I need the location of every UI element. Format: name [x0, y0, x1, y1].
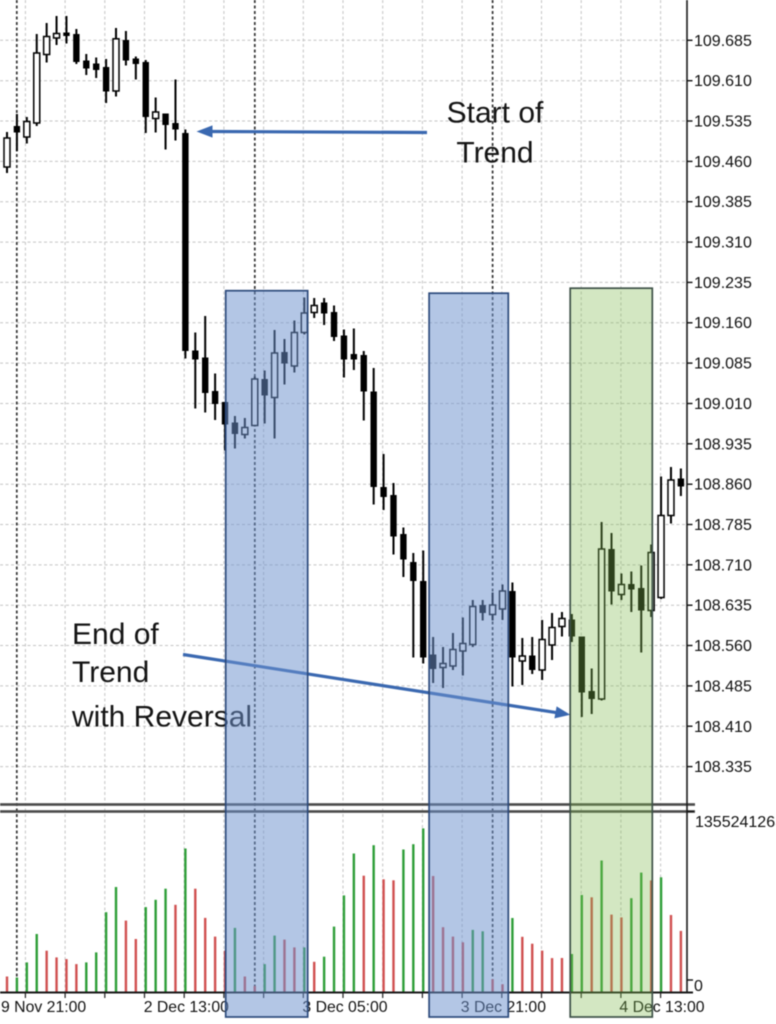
svg-text:108.485: 108.485: [694, 678, 752, 695]
svg-text:108.335: 108.335: [694, 759, 752, 776]
svg-text:Trend: Trend: [72, 656, 149, 689]
svg-text:1355241263: 1355241263: [695, 814, 776, 831]
svg-text:109.235: 109.235: [694, 275, 752, 292]
svg-text:109.310: 109.310: [694, 235, 752, 252]
svg-text:109.085: 109.085: [694, 356, 752, 373]
svg-text:108.785: 108.785: [694, 517, 752, 534]
svg-text:End of: End of: [72, 618, 159, 651]
svg-text:0: 0: [694, 978, 703, 995]
svg-text:108.410: 108.410: [694, 719, 752, 736]
svg-text:109.685: 109.685: [694, 33, 752, 50]
svg-text:Start of: Start of: [447, 97, 544, 130]
svg-text:109.535: 109.535: [694, 114, 752, 131]
svg-text:109.160: 109.160: [694, 315, 752, 332]
svg-text:109.010: 109.010: [694, 396, 752, 413]
svg-text:108.560: 108.560: [694, 638, 752, 655]
svg-text:with Reversal: with Reversal: [71, 700, 252, 733]
svg-text:Trend: Trend: [456, 136, 533, 169]
svg-text:108.635: 108.635: [694, 598, 752, 615]
svg-text:3 Dec 05:00: 3 Dec 05:00: [302, 999, 387, 1016]
svg-text:108.860: 108.860: [694, 477, 752, 494]
svg-text:9 Nov 21:00: 9 Nov 21:00: [1, 999, 86, 1016]
svg-text:4 Dec 13:00: 4 Dec 13:00: [619, 999, 704, 1016]
svg-text:108.710: 108.710: [694, 557, 752, 574]
svg-text:109.460: 109.460: [694, 154, 752, 171]
svg-text:109.385: 109.385: [694, 194, 752, 211]
svg-text:2 Dec 13:00: 2 Dec 13:00: [144, 999, 229, 1016]
svg-text:109.610: 109.610: [694, 73, 752, 90]
svg-text:108.935: 108.935: [694, 436, 752, 453]
